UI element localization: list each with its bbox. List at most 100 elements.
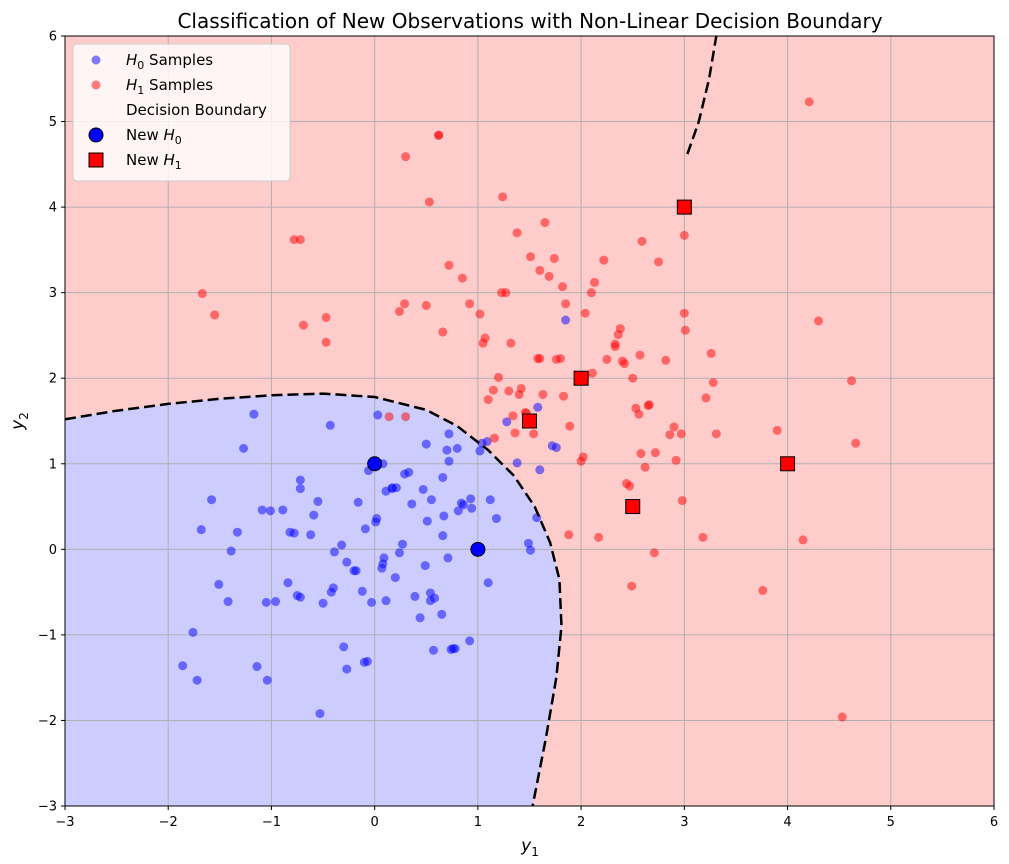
new-h0-point [470, 541, 486, 557]
h0-sample-point [318, 598, 328, 608]
h0-sample-point [257, 505, 267, 515]
h1-sample-point [497, 288, 507, 298]
h0-sample-point [407, 499, 417, 509]
h1-sample-point [504, 386, 514, 396]
h0-sample-point [252, 662, 262, 672]
legend: H0 Samples H1 Samples Decision Boundary New… [72, 43, 291, 182]
h0-sample-point [373, 410, 383, 420]
h1-sample-point [321, 337, 331, 347]
h0-sample-point [289, 528, 299, 538]
x-axis-label: y1 [520, 836, 539, 859]
h1-sample-point [475, 309, 485, 319]
h1-sample-point [535, 354, 545, 364]
h0-sample-point [467, 503, 477, 513]
h1-sample-point [706, 348, 716, 358]
h1-sample-point [559, 391, 569, 401]
y-axis-label-main: y [8, 419, 28, 431]
x-tick-label: 4 [783, 815, 791, 830]
y-tick-label: 3 [49, 286, 57, 301]
h0-sample-point [178, 661, 188, 671]
h0-sample-point [512, 458, 522, 468]
h0-sample-point [387, 483, 397, 493]
h1-sample-point [580, 308, 590, 318]
legend-label-h1: H1 Samples [126, 76, 213, 97]
h0-sample-point [475, 446, 485, 456]
y-tick-label: 2 [49, 372, 57, 387]
h0-sample-point [326, 587, 336, 597]
h1-sample-point [586, 288, 596, 298]
h1-sample-point [400, 299, 410, 309]
h1-sample-point [814, 316, 824, 326]
h0-sample-point [415, 613, 425, 623]
h0-sample-point [357, 586, 367, 596]
x-tick-label: 5 [887, 815, 895, 830]
h1-sample-point [549, 253, 559, 263]
h1-sample-point [565, 421, 575, 431]
h1-sample-point [622, 478, 632, 488]
h1-sample-point [538, 389, 548, 399]
h0-sample-point [214, 579, 224, 589]
h1-sample-point [698, 532, 708, 542]
h0-sample-point [438, 472, 448, 482]
h0-sample-point [453, 506, 463, 516]
h1-sample-point [634, 409, 644, 419]
h0-sample-point [561, 315, 571, 325]
h1-sample-point [526, 252, 536, 262]
plot-area [65, 36, 994, 806]
x-tick-label: 3 [680, 815, 688, 830]
h0-sample-point [465, 636, 475, 646]
y-axis: −3 −2 −1 0 1 2 3 4 5 6 [38, 30, 65, 815]
h1-sample-point [289, 235, 299, 245]
h0-sample-point [342, 664, 352, 674]
h1-sample-point [587, 368, 597, 378]
h1-sample-point [506, 338, 516, 348]
h1-sample-point [676, 429, 686, 439]
h0-sample-point [418, 484, 428, 494]
h1-sample-point [708, 378, 718, 387]
h1-sample-point [758, 585, 768, 595]
h1-sample-point [599, 255, 609, 265]
chart-title: Classification of New Observations with … [177, 9, 882, 33]
h0-sample-point [351, 566, 361, 576]
h1-sample-point [494, 372, 504, 382]
h1-sample-point [679, 308, 689, 318]
grid [65, 36, 994, 806]
h0-sample-point [278, 505, 288, 515]
h0-sample-point [444, 456, 454, 466]
h0-sample-point [353, 497, 363, 507]
h1-sample-point [680, 325, 690, 335]
x-axis-label-sub: 1 [531, 845, 539, 859]
h1-sample-point [295, 235, 305, 245]
h0-sample-point [372, 514, 382, 524]
legend-label-new0: New H0 [126, 126, 182, 147]
h0-sample-point [378, 559, 388, 569]
h1-sample-point [636, 449, 646, 459]
h0-sample-point [444, 429, 454, 439]
h1-sample-point [804, 97, 814, 107]
h1-sample-point [654, 257, 664, 267]
h0-sample-point [188, 627, 198, 637]
h1-sample-point [535, 265, 545, 275]
h1-sample-point [615, 324, 625, 334]
h1-sample-point [321, 312, 331, 322]
h0-sample-point [421, 439, 431, 449]
h1-samples [197, 97, 861, 722]
h0-region [65, 393, 562, 806]
h0-sample-point [430, 593, 440, 603]
h0-sample-point [329, 547, 339, 557]
h0-sample-point [339, 642, 349, 652]
h1-sample-point [401, 412, 411, 422]
legend-marker-new-h0 [88, 127, 104, 143]
h0-sample-point [295, 592, 305, 602]
h1-sample-point [434, 130, 444, 140]
h0-sample-point [452, 443, 462, 453]
h1-sample-point [669, 422, 679, 432]
h0-sample-point [532, 513, 542, 523]
new-h1-point [522, 413, 537, 429]
h0-sample-point [466, 494, 476, 504]
new-h1-point [625, 499, 641, 515]
h0-sample-point [448, 644, 458, 654]
decision-boundary-line [686, 36, 718, 155]
h0-sample-point [381, 596, 391, 606]
x-tick-label: −3 [55, 815, 74, 830]
